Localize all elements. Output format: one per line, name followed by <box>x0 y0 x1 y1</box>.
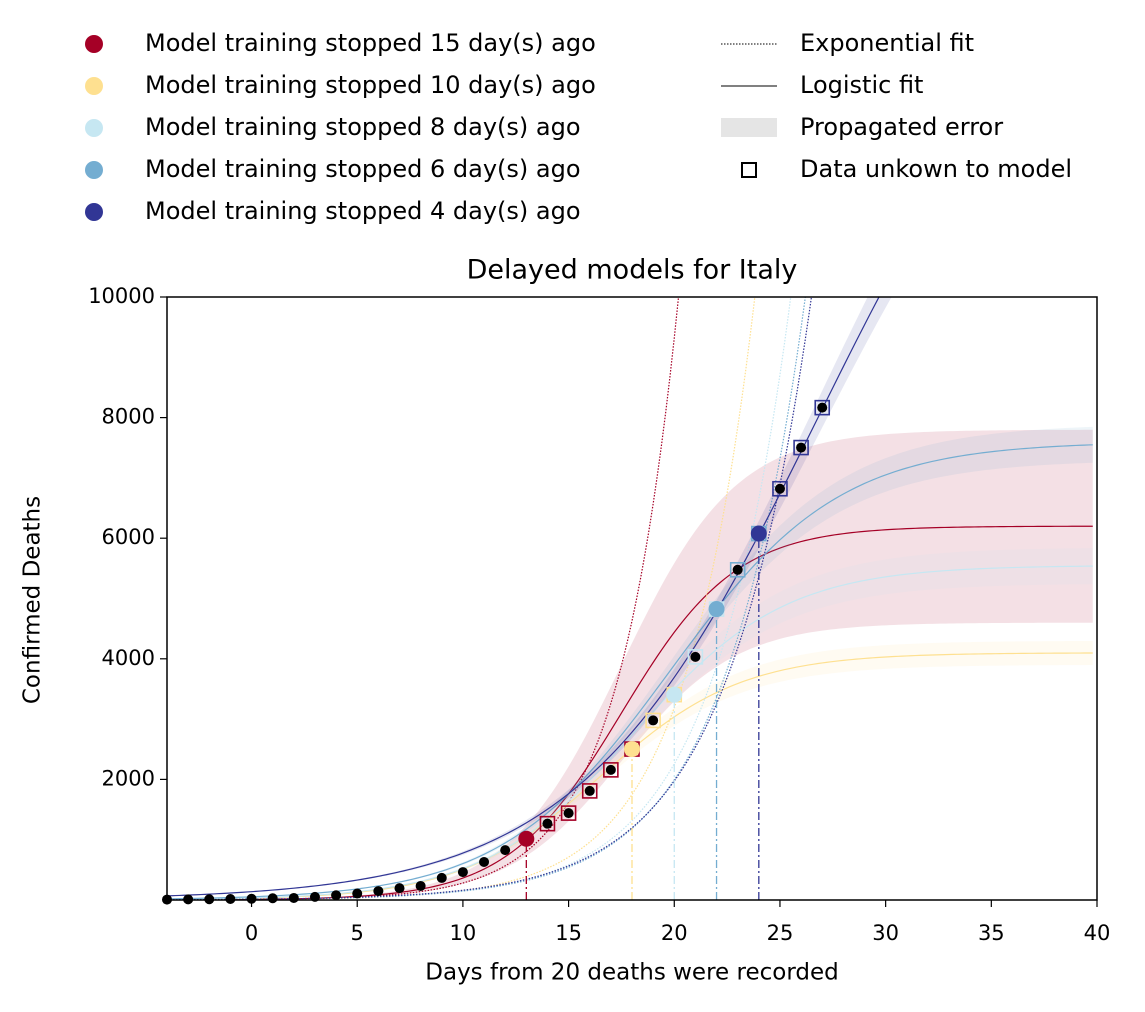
x-axis-label: Days from 20 deaths were recorded <box>425 960 838 986</box>
legend-marker <box>85 203 103 221</box>
legend-marker <box>85 119 103 137</box>
legend-error-patch <box>721 118 777 137</box>
legend-square <box>741 162 757 178</box>
error-band <box>167 548 1093 900</box>
stop-marker <box>750 525 767 542</box>
data-point <box>796 442 807 453</box>
unknown-data-square <box>729 561 746 578</box>
exponential-fit <box>167 297 806 900</box>
data-point <box>605 764 616 775</box>
data-point <box>479 856 490 867</box>
y-tick-label: 4000 <box>102 646 155 670</box>
stop-marker <box>708 601 725 618</box>
legend-marker <box>85 161 103 179</box>
overlay <box>162 399 831 905</box>
unknown-data-square <box>793 439 809 456</box>
legend-marker <box>85 35 103 53</box>
y-tick-label: 2000 <box>102 766 155 790</box>
x-tick-label: 5 <box>351 921 364 945</box>
data-point <box>500 845 511 856</box>
legend-label: Model training stopped 8 day(s) ago <box>145 113 581 141</box>
x-tick-label: 35 <box>978 921 1005 945</box>
plot-frame <box>166 296 1098 901</box>
data-point <box>331 890 342 901</box>
legend-label: Model training stopped 6 day(s) ago <box>145 155 581 183</box>
data-point <box>817 402 828 413</box>
legend-label: Data unkown to model <box>800 155 1072 183</box>
x-tick-label: 40 <box>1084 921 1111 945</box>
legend-label: Model training stopped 4 day(s) ago <box>145 197 581 225</box>
data-point <box>373 886 384 897</box>
unknown-data-square <box>539 815 556 832</box>
exponential-fit <box>167 297 813 900</box>
legend-label: Propagated error <box>800 113 1003 141</box>
data-point <box>563 808 574 819</box>
y-axis-label: Confirmed Deaths <box>20 496 46 704</box>
unknown-data-square <box>687 649 704 665</box>
x-tick-label: 10 <box>450 921 477 945</box>
unknown-data-square <box>814 399 831 416</box>
legend-label: Exponential fit <box>800 29 974 57</box>
x-tick-label: 15 <box>555 921 582 945</box>
error-band <box>167 429 1093 900</box>
logistic-fit <box>167 444 1093 900</box>
unknown-data-square <box>645 712 661 729</box>
data-point <box>288 892 299 903</box>
data-point <box>690 651 701 662</box>
data-point <box>542 818 553 829</box>
data-point <box>415 880 426 891</box>
legend-marker <box>85 77 103 95</box>
stop-marker <box>624 741 640 758</box>
data-point <box>394 883 405 894</box>
legend: Exponential fit Logistic fit Propagated … <box>85 29 1072 225</box>
x-tick-label: 20 <box>661 921 688 945</box>
legend-label: Model training stopped 15 day(s) ago <box>145 29 596 57</box>
x-tick-label: 30 <box>872 921 899 945</box>
data-point <box>457 867 468 878</box>
chart-title: Delayed models for Italy <box>467 255 798 286</box>
stop-marker <box>666 686 683 703</box>
stop-marker <box>518 830 535 847</box>
y-tick-label: 10000 <box>88 284 155 308</box>
y-tick-label: 6000 <box>102 525 155 549</box>
data-point <box>774 483 785 494</box>
data-point <box>732 564 743 575</box>
y-tick-label: 8000 <box>102 405 155 429</box>
data-point <box>246 893 257 904</box>
unknown-data-square <box>560 805 577 821</box>
data-point <box>352 888 363 899</box>
data-point <box>648 715 659 726</box>
x-tick-label: 25 <box>767 921 794 945</box>
unknown-data-square <box>603 762 619 778</box>
unknown-data-square <box>581 783 598 799</box>
logistic-fit <box>167 565 1093 900</box>
data-point <box>584 785 595 796</box>
data-point <box>436 872 447 883</box>
legend-label: Model training stopped 10 day(s) ago <box>145 71 596 99</box>
x-tick-label: 0 <box>245 921 258 945</box>
data-point <box>225 893 236 904</box>
exponential-fit <box>167 297 756 900</box>
unknown-data-square <box>772 480 788 497</box>
legend-label: Logistic fit <box>800 71 923 99</box>
logistic-fit <box>167 297 880 897</box>
data-point <box>267 893 278 904</box>
